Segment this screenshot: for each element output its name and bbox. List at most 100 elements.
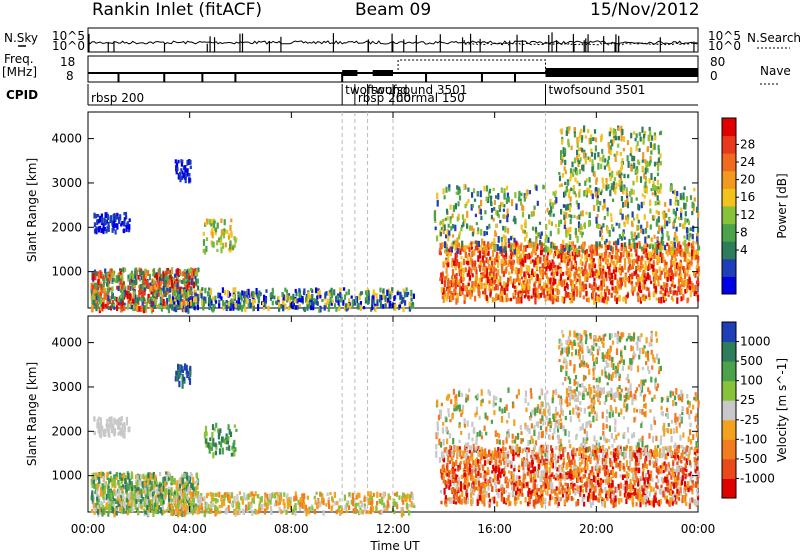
data-cell [220,442,222,448]
data-cell [163,510,165,514]
data-cell [592,137,594,141]
data-cell [627,174,629,178]
data-cell [548,289,550,295]
data-cell [185,301,187,305]
data-cell [196,480,198,484]
data-cell [595,180,597,185]
data-cell [680,193,682,200]
data-cell [534,271,536,276]
data-cell [265,297,267,303]
data-cell [567,261,569,265]
data-cell [534,260,536,265]
data-cell [590,138,592,144]
data-cell [551,222,553,226]
data-cell [589,212,591,217]
data-cell [282,305,284,312]
data-cell [165,271,167,276]
freq-tick-bottom: 8 [66,69,74,83]
data-cell [660,297,662,304]
data-cell [630,133,632,139]
data-cell [640,228,642,233]
data-cell [145,494,147,498]
data-cell [537,276,539,281]
data-cell [504,193,506,200]
data-cell [561,139,563,145]
freq-block [546,68,699,77]
data-cell [616,151,618,156]
data-cell [471,226,473,231]
data-cell [478,278,480,281]
data-cell [653,215,655,219]
data-cell [576,286,578,292]
data-cell [236,494,238,501]
data-cell [374,306,376,312]
data-cell [132,508,134,512]
nsky-label: N.Sky [4,31,38,45]
data-cell [548,220,550,225]
data-cell [615,287,617,293]
data-cell [556,250,558,255]
data-cell [592,271,594,277]
data-cell [316,301,318,305]
data-cell [686,273,688,277]
data-cell [565,204,567,210]
data-cell [292,294,294,301]
data-cell [499,276,501,283]
data-cell [298,288,300,292]
freq-tick-top: 18 [60,55,75,69]
data-cell [184,363,186,369]
data-cell [696,236,698,241]
data-cell [271,295,273,299]
data-cell [106,226,108,230]
colorbar-swatch [722,118,736,136]
data-cell [190,166,192,169]
colorbar-swatch [722,206,736,224]
data-cell [116,511,118,516]
data-cell [676,291,678,296]
data-cell [503,215,505,219]
data-cell [568,268,570,274]
data-cell [403,306,405,312]
data-cell [482,291,484,295]
data-cell [591,159,593,166]
data-cell [480,209,482,215]
data-cell [188,276,190,279]
data-cell [128,428,130,432]
data-cell [649,161,651,166]
data-cell [613,138,615,144]
data-cell [492,250,494,257]
data-cell [188,377,190,380]
data-cell [97,509,99,515]
data-cell [304,307,306,312]
data-cell [657,202,659,205]
data-cell [506,298,508,302]
data-cell [660,161,662,166]
data-cell [686,288,688,292]
data-cell [128,493,130,499]
data-cell [109,271,111,275]
data-cell [102,472,104,476]
data-cell [662,257,664,263]
data-cell [534,297,536,303]
data-cell [560,268,562,273]
data-cell [448,230,450,236]
data-cell [593,258,595,261]
data-cell [192,477,194,484]
data-cell [636,133,638,138]
data-cell [578,246,580,249]
data-cell [566,127,568,131]
data-cell [658,158,660,163]
data-cell [698,246,700,251]
data-cell [177,282,179,287]
data-cell [141,305,143,312]
nave-tick-bottom: 0 [710,69,718,83]
data-cell [641,202,643,208]
data-cell [566,282,568,288]
data-cell [193,306,195,309]
data-cell [612,183,614,190]
data-cell [435,227,437,231]
data-cell [619,270,621,274]
data-cell [127,285,129,290]
colorbar-swatch [722,224,736,242]
data-cell [298,500,300,505]
